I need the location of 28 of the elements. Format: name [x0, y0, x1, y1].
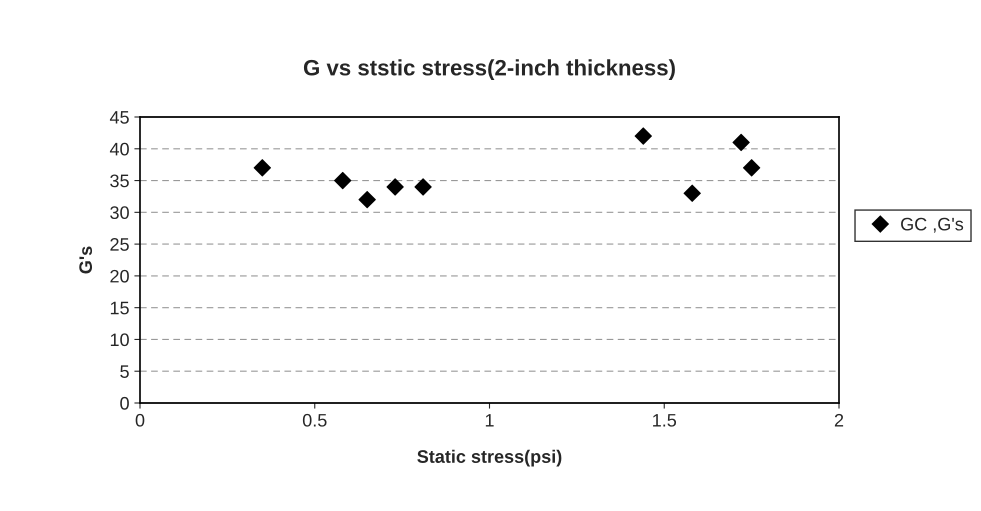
y-tick-label: 35	[110, 174, 129, 188]
y-tick-label: 45	[110, 111, 129, 124]
point	[742, 159, 760, 177]
y-tick-label: 40	[110, 142, 129, 156]
y-tick-label: 10	[110, 333, 129, 346]
y-tick-label: 15	[110, 302, 129, 314]
x-axis-title: Static stress(psi)	[417, 450, 562, 467]
x-tick-label: 1	[486, 414, 494, 426]
x-tick-label: 2	[834, 414, 844, 426]
point	[254, 159, 272, 177]
point	[414, 178, 432, 196]
y-axis-title: G's	[79, 246, 92, 274]
y-tick-label: 25	[110, 238, 129, 251]
y-tick-label: 30	[110, 206, 129, 220]
point	[732, 134, 750, 152]
legend-label: GC ,G's	[901, 218, 964, 233]
point	[358, 190, 376, 208]
point	[386, 178, 404, 196]
y-tick-label: 20	[110, 270, 129, 283]
y-tick-label: 0	[120, 396, 129, 410]
x-tick-label: 0	[136, 414, 144, 427]
x-tick-label: 0.5	[302, 414, 327, 427]
point	[634, 127, 652, 145]
x-tick-label: 1.5	[653, 414, 676, 427]
y-tick-label: 5	[120, 365, 129, 378]
point	[334, 172, 352, 190]
point	[684, 184, 701, 202]
chart-title: G vs ststic stress(2-inch thickness)	[304, 59, 675, 80]
